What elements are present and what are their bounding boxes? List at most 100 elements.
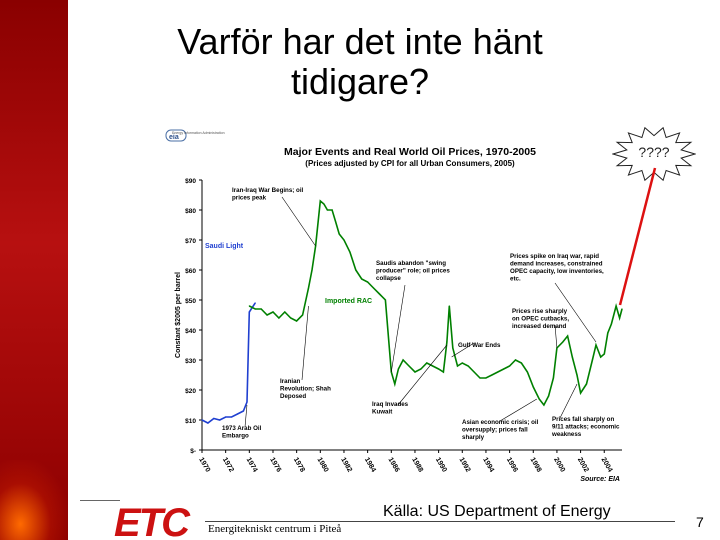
- series-2-point: [414, 371, 416, 373]
- etc-logo: ETC: [114, 501, 193, 540]
- series-line-2: [248, 199, 623, 407]
- annotation-leader: [451, 342, 475, 358]
- series-1-point: [246, 401, 248, 403]
- series-2-point: [538, 398, 540, 400]
- annotation-6-line: Deposed: [280, 393, 306, 400]
- series-2-point: [284, 311, 286, 313]
- y-tick-label: $10: [185, 418, 196, 425]
- annotation-4-line: increased demand: [512, 323, 567, 330]
- series-2-point: [343, 239, 345, 241]
- series-2-point: [503, 368, 505, 370]
- y-tick-label: $80: [185, 208, 196, 215]
- series-2-point: [266, 314, 268, 316]
- series-1-point: [207, 422, 209, 424]
- series-2-point: [326, 209, 329, 211]
- series-2-point: [420, 368, 422, 370]
- annotation-2-line: producer" role; oil prices: [376, 268, 450, 275]
- series-2-point: [361, 278, 363, 280]
- footer-divider: [205, 521, 675, 522]
- annotation-leader: [390, 284, 406, 373]
- y-tick-label: $90: [185, 178, 196, 185]
- x-tick-label: 1976: [268, 457, 282, 474]
- series-2-point: [610, 323, 612, 325]
- annotation-1-line: prices peak: [232, 195, 267, 202]
- series-2-point: [485, 377, 487, 379]
- series-2-point: [254, 308, 256, 310]
- series-2-point: [571, 356, 573, 358]
- series-1-point: [236, 413, 239, 415]
- series-2-point: [452, 347, 454, 349]
- series-2-point: [497, 371, 499, 373]
- annotation-3-line: etc.: [510, 276, 521, 283]
- side-decoration-bar: [0, 0, 68, 540]
- series-2-point: [514, 359, 517, 361]
- annotation-10: Prices fall sharply on 9/11 attacks; econ…: [551, 416, 620, 438]
- series-2-point: [355, 269, 357, 271]
- burst-label: ????: [638, 144, 670, 160]
- series-2-point: [543, 404, 545, 406]
- series-2-point: [619, 317, 621, 319]
- annotation-6-line: Revolution; Shah: [280, 386, 331, 393]
- series-2-point: [548, 395, 550, 397]
- series-2-point: [615, 305, 617, 307]
- series-label-2: Imported RAC: [325, 298, 372, 305]
- page-number: 7: [696, 514, 704, 530]
- annotation-leader: [301, 305, 309, 381]
- x-tick-label: 1984: [363, 457, 377, 474]
- series-1-point: [254, 302, 256, 304]
- annotation-7: Iraq Invades Kuwait: [372, 401, 409, 416]
- annotation-1: Iran-Iraq War Begins; oil prices peak: [232, 187, 304, 202]
- series-1-point: [230, 416, 233, 418]
- annotation-1-line: Iran-Iraq War Begins; oil: [232, 187, 304, 194]
- series-2-point: [402, 359, 404, 361]
- series-1-point: [219, 419, 221, 421]
- eia-logo-icon: [165, 129, 187, 142]
- series-2-point: [296, 320, 298, 322]
- x-tick-label: 1974: [245, 457, 259, 474]
- annotation-2-line: Saudis abandon "swing: [376, 260, 446, 267]
- series-2-point: [278, 317, 280, 319]
- chart-subtitle: (Prices adjusted by CPI for all Urban Co…: [305, 159, 515, 168]
- x-tick-label: 1972: [221, 457, 235, 474]
- x-tick-label: 2000: [552, 457, 566, 474]
- series-2-point: [384, 299, 386, 301]
- series-2-point: [446, 341, 448, 343]
- series-line-1: [201, 302, 256, 424]
- annotation-leader: [244, 404, 248, 428]
- annotation-5-line: Gulf War Ends: [458, 342, 501, 349]
- annotation-6-line: Iranian: [280, 378, 301, 385]
- annotation-leader: [397, 344, 448, 406]
- series-2-point: [479, 377, 481, 379]
- series-2-point: [448, 305, 450, 307]
- series-2-point: [621, 308, 623, 310]
- x-tick-label: 1992: [458, 457, 472, 474]
- series-2-point: [408, 365, 410, 367]
- annotation-4: Prices rise sharply on OPEC cutbacks, incr…: [512, 308, 569, 330]
- annotation-8: 1973 Arab Oil Embargo: [222, 425, 262, 440]
- x-tick-label: 1986: [387, 457, 401, 474]
- series-2-point: [438, 368, 440, 370]
- oil-price-chart: eia Energy Information Administration Majo…: [160, 125, 630, 490]
- x-tick-label: 1970: [197, 457, 211, 474]
- series-2-point: [290, 317, 292, 319]
- x-tick-label: 1994: [481, 457, 495, 474]
- x-tick-label: 1998: [529, 457, 543, 474]
- series-2-point: [426, 362, 428, 364]
- series-2-point: [600, 356, 602, 358]
- series-2-point: [576, 374, 578, 376]
- etc-logo-text: ETC: [114, 501, 191, 540]
- chart-source-note: Source: EIA: [580, 476, 620, 483]
- y-tick-label: $60: [185, 268, 196, 275]
- series-2-point: [301, 314, 304, 316]
- annotation-leader: [281, 196, 316, 247]
- annotation-8-line: 1973 Arab Oil: [222, 425, 262, 432]
- series-2-point: [432, 365, 434, 367]
- annotation-9-line: sharply: [462, 434, 485, 441]
- series-2-point: [335, 221, 337, 223]
- annotation-3: Prices spike on Iraq war, rapid demand in…: [510, 253, 604, 283]
- series-2-point: [319, 200, 321, 202]
- annotation-leader: [554, 282, 597, 343]
- series-2-point: [461, 362, 463, 364]
- source-credit: Källa: US Department of Energy: [383, 503, 611, 520]
